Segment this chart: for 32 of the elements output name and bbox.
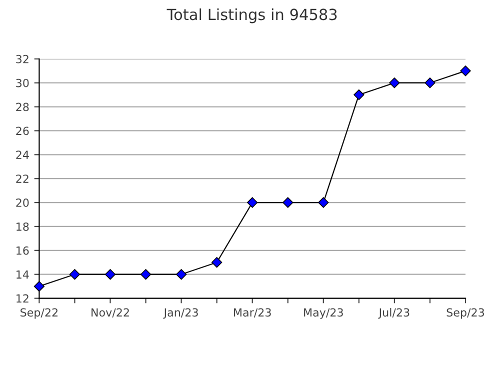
point — [34, 281, 45, 292]
point — [211, 257, 222, 268]
y-tick-label: 18 — [16, 222, 29, 231]
point — [104, 269, 116, 280]
x-tick-label: Jul/23 — [378, 308, 410, 319]
y-tick-label: 30 — [16, 78, 29, 88]
point — [176, 269, 187, 280]
point — [69, 269, 80, 280]
y-tick-label: 28 — [16, 102, 29, 112]
y-tick-label: 16 — [16, 246, 29, 255]
y-tick-label: 22 — [16, 174, 28, 183]
x-tick-label: Mar/23 — [234, 308, 271, 318]
y-tick-label: 20 — [16, 198, 29, 207]
x-tick-label: Nov/22 — [92, 308, 129, 318]
y-tick-label: 14 — [16, 270, 29, 279]
point — [282, 197, 294, 208]
chart-title: Total Listings in 94583 — [166, 8, 337, 24]
point — [389, 78, 400, 88]
point — [424, 78, 436, 88]
y-tick-label: 32 — [16, 54, 28, 64]
point — [460, 66, 471, 76]
point — [247, 197, 258, 208]
point — [354, 89, 364, 100]
x-tick-label: Jan/23 — [163, 308, 198, 319]
y-tick-label: 24 — [16, 150, 29, 159]
y-tick-label: 26 — [16, 126, 29, 136]
x-tick-label: May/23 — [304, 308, 343, 319]
y-tick-label: 12 — [16, 294, 28, 303]
point — [140, 269, 152, 280]
point — [318, 197, 329, 208]
x-tick-label: Sep/23 — [446, 308, 484, 319]
x-tick-label: Sep/22 — [20, 308, 58, 319]
